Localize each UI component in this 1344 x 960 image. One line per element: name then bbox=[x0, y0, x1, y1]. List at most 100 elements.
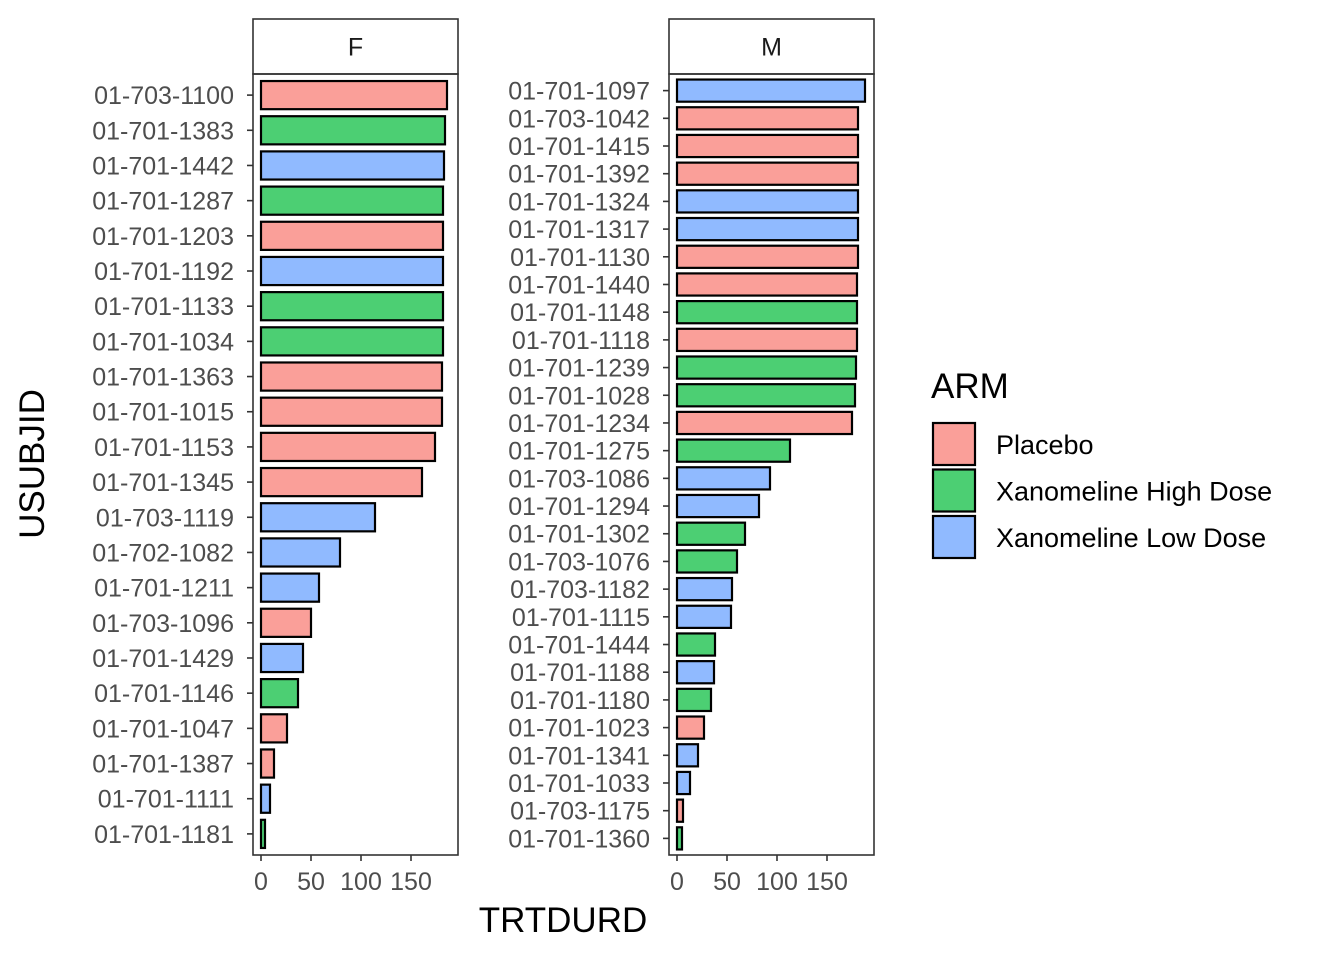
y-tick-label: 01-701-1287 bbox=[92, 188, 234, 216]
bar bbox=[675, 244, 860, 269]
bar bbox=[259, 783, 272, 814]
x-tick-label: 50 bbox=[297, 868, 325, 896]
x-tick-label: 150 bbox=[390, 868, 432, 896]
y-tick-label: 01-702-1082 bbox=[92, 539, 234, 567]
y-tick-label: 01-701-1383 bbox=[92, 117, 234, 145]
bar bbox=[259, 255, 445, 287]
panel-border bbox=[252, 73, 459, 856]
y-tick-label: 01-701-1097 bbox=[508, 78, 650, 106]
y-tick-label: 01-701-1345 bbox=[92, 469, 234, 497]
bar bbox=[259, 185, 445, 216]
y-tick-label: 01-701-1444 bbox=[508, 632, 650, 660]
facet-strip-label: F bbox=[348, 34, 363, 62]
bar bbox=[259, 150, 446, 181]
bar bbox=[675, 106, 860, 131]
y-tick-label: 01-703-1076 bbox=[508, 548, 650, 576]
bar bbox=[259, 79, 449, 111]
facet-panel-F: F 01-703-1100 01-701-1383 01-701-1442 01-701… bbox=[92, 18, 459, 896]
bar bbox=[675, 687, 713, 713]
y-tick-label: 01-701-1363 bbox=[92, 364, 234, 392]
y-tick-label: 01-701-1153 bbox=[94, 434, 234, 462]
y-tick-label: 01-703-1182 bbox=[510, 576, 650, 604]
y-tick-label: 01-701-1234 bbox=[508, 410, 650, 438]
bar bbox=[675, 133, 860, 159]
bar bbox=[259, 677, 300, 709]
y-tick-label: 01-701-1028 bbox=[508, 382, 650, 410]
y-tick-label: 01-701-1429 bbox=[92, 645, 234, 673]
y-tick-label: 01-701-1415 bbox=[508, 133, 650, 161]
bar bbox=[675, 660, 716, 685]
x-tick-label: 0 bbox=[670, 868, 684, 896]
legend-key bbox=[931, 514, 977, 560]
bar bbox=[675, 410, 854, 436]
y-tick-label: 01-701-1118 bbox=[512, 327, 650, 355]
y-tick-label: 01-701-1111 bbox=[98, 786, 234, 814]
bar bbox=[675, 161, 860, 186]
bar bbox=[675, 798, 685, 823]
y-tick-label: 01-703-1042 bbox=[508, 105, 650, 133]
bar bbox=[259, 396, 444, 427]
legend: ARM Placebo Xanomeline High Dose Xanomelin… bbox=[931, 367, 1272, 560]
y-tick-label: 01-701-1203 bbox=[92, 223, 234, 251]
bar bbox=[259, 115, 447, 146]
panels-layer: F 01-703-1100 01-701-1383 01-701-1442 01-701… bbox=[92, 18, 875, 896]
y-tick-label: 01-701-1294 bbox=[508, 493, 650, 521]
bar bbox=[675, 493, 761, 519]
bar bbox=[675, 383, 857, 408]
bar bbox=[675, 576, 734, 602]
bar bbox=[259, 466, 424, 498]
y-tick-label: 01-701-1275 bbox=[508, 438, 650, 466]
y-tick-label: 01-701-1181 bbox=[94, 821, 234, 849]
bar bbox=[675, 604, 733, 630]
bar bbox=[259, 713, 289, 744]
facet-strip-label: M bbox=[761, 34, 782, 62]
legend-key bbox=[931, 421, 977, 467]
y-tick-label: 01-701-1392 bbox=[508, 161, 650, 189]
bar bbox=[259, 361, 444, 392]
y-tick-label: 01-703-1096 bbox=[92, 610, 234, 638]
legend-label: Placebo bbox=[996, 430, 1094, 460]
y-tick-label: 01-701-1023 bbox=[508, 715, 650, 743]
bar bbox=[675, 189, 860, 214]
bar bbox=[675, 826, 684, 851]
y-tick-label: 01-703-1100 bbox=[94, 82, 234, 110]
bar bbox=[259, 748, 276, 779]
bar bbox=[259, 642, 305, 674]
bar bbox=[259, 291, 445, 322]
bar bbox=[259, 572, 321, 603]
y-tick-label: 01-701-1148 bbox=[510, 299, 650, 327]
y-tick-label: 01-701-1360 bbox=[508, 825, 650, 853]
y-tick-label: 01-703-1119 bbox=[96, 504, 234, 532]
panel-border bbox=[668, 73, 875, 856]
y-tick-label: 01-701-1188 bbox=[510, 659, 650, 687]
bar bbox=[259, 326, 445, 357]
y-axis-title: USUBJID bbox=[13, 389, 52, 539]
bar bbox=[259, 607, 313, 638]
y-tick-label: 01-701-1387 bbox=[92, 751, 234, 779]
bar bbox=[675, 770, 692, 796]
bar bbox=[259, 502, 377, 533]
bar bbox=[675, 327, 859, 353]
bar bbox=[259, 220, 445, 252]
x-tick-label: 0 bbox=[254, 868, 268, 896]
bar bbox=[259, 537, 342, 568]
bar bbox=[675, 521, 747, 546]
y-tick-label: 01-701-1130 bbox=[510, 244, 650, 272]
legend-label: Xanomeline Low Dose bbox=[996, 523, 1266, 553]
y-tick-label: 01-701-1302 bbox=[508, 521, 650, 549]
x-tick-label: 150 bbox=[806, 868, 848, 896]
y-tick-label: 01-701-1034 bbox=[92, 328, 234, 356]
y-tick-label: 01-701-1146 bbox=[94, 680, 234, 708]
bar bbox=[675, 743, 700, 768]
bar bbox=[259, 818, 267, 850]
y-tick-label: 01-701-1033 bbox=[508, 770, 650, 798]
facet-strip bbox=[668, 18, 875, 75]
y-tick-label: 01-701-1115 bbox=[512, 604, 650, 632]
bar bbox=[675, 632, 717, 657]
y-tick-label: 01-703-1086 bbox=[508, 465, 650, 493]
y-tick-label: 01-701-1180 bbox=[510, 687, 650, 715]
y-tick-label: 01-701-1317 bbox=[508, 216, 650, 244]
y-tick-label: 01-701-1211 bbox=[94, 575, 234, 603]
x-tick-label: 50 bbox=[713, 868, 741, 896]
